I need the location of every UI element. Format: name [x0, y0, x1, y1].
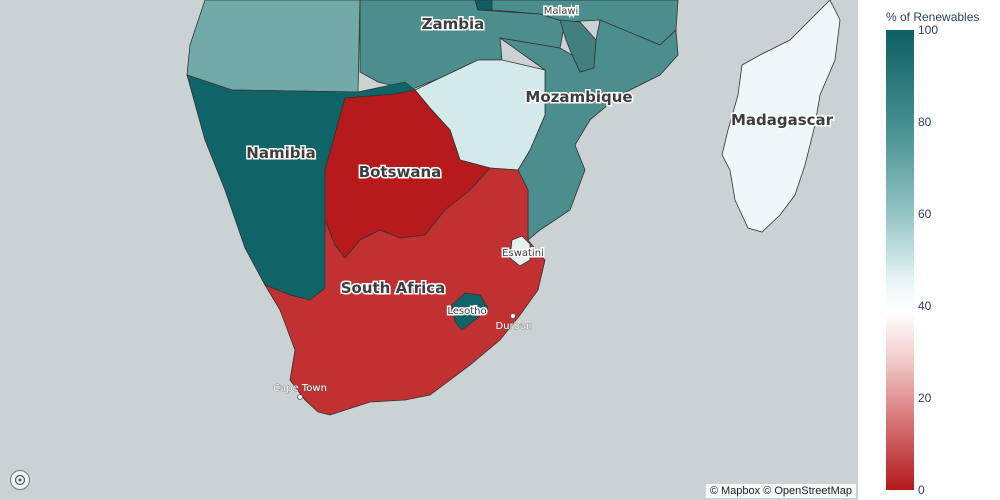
colorbar-tick: 60: [918, 207, 932, 221]
colorbar-tick: 0: [918, 483, 925, 497]
label-mozambique: Mozambique: [525, 88, 632, 106]
colorbar-tick: 100: [918, 23, 939, 37]
label-cape-town: Cape Town: [273, 383, 327, 394]
map[interactable]: Zambia Malawi Mozambique Madagascar Nami…: [0, 0, 858, 500]
label-malawi: Malawi: [544, 6, 579, 17]
country-dr-congo-fragment[interactable]: [474, 0, 493, 11]
country-zambia[interactable]: [359, 0, 566, 91]
country-south-africa[interactable]: [264, 167, 546, 416]
map-attribution[interactable]: © Mapbox © OpenStreetMap: [705, 484, 856, 498]
map-canvas[interactable]: Zambia Malawi Mozambique Madagascar Nami…: [0, 0, 858, 500]
label-botswana: Botswana: [359, 163, 442, 181]
mapbox-logo-icon[interactable]: [10, 470, 30, 490]
country-madagascar[interactable]: [721, 0, 841, 233]
country-angola[interactable]: [186, 0, 361, 93]
country-lesotho[interactable]: [451, 292, 489, 331]
label-eswatini: Eswatini: [502, 248, 544, 259]
city-marker-durban: [510, 313, 516, 319]
colorbar: [886, 30, 914, 490]
country-eswatini[interactable]: [509, 235, 531, 267]
label-south-africa: South Africa: [341, 279, 446, 297]
colorbar-title: % of Renewables: [886, 10, 980, 24]
label-madagascar: Madagascar: [731, 111, 834, 129]
colorbar-tick: 40: [918, 299, 932, 313]
label-zambia: Zambia: [422, 15, 485, 33]
label-durban: Durban: [496, 321, 533, 332]
city-marker-cape-town: [297, 394, 303, 400]
label-lesotho: Lesotho: [447, 306, 486, 317]
label-namibia: Namibia: [246, 144, 315, 162]
colorbar-tick: 20: [918, 391, 932, 405]
colorbar-tick: 80: [918, 115, 932, 129]
